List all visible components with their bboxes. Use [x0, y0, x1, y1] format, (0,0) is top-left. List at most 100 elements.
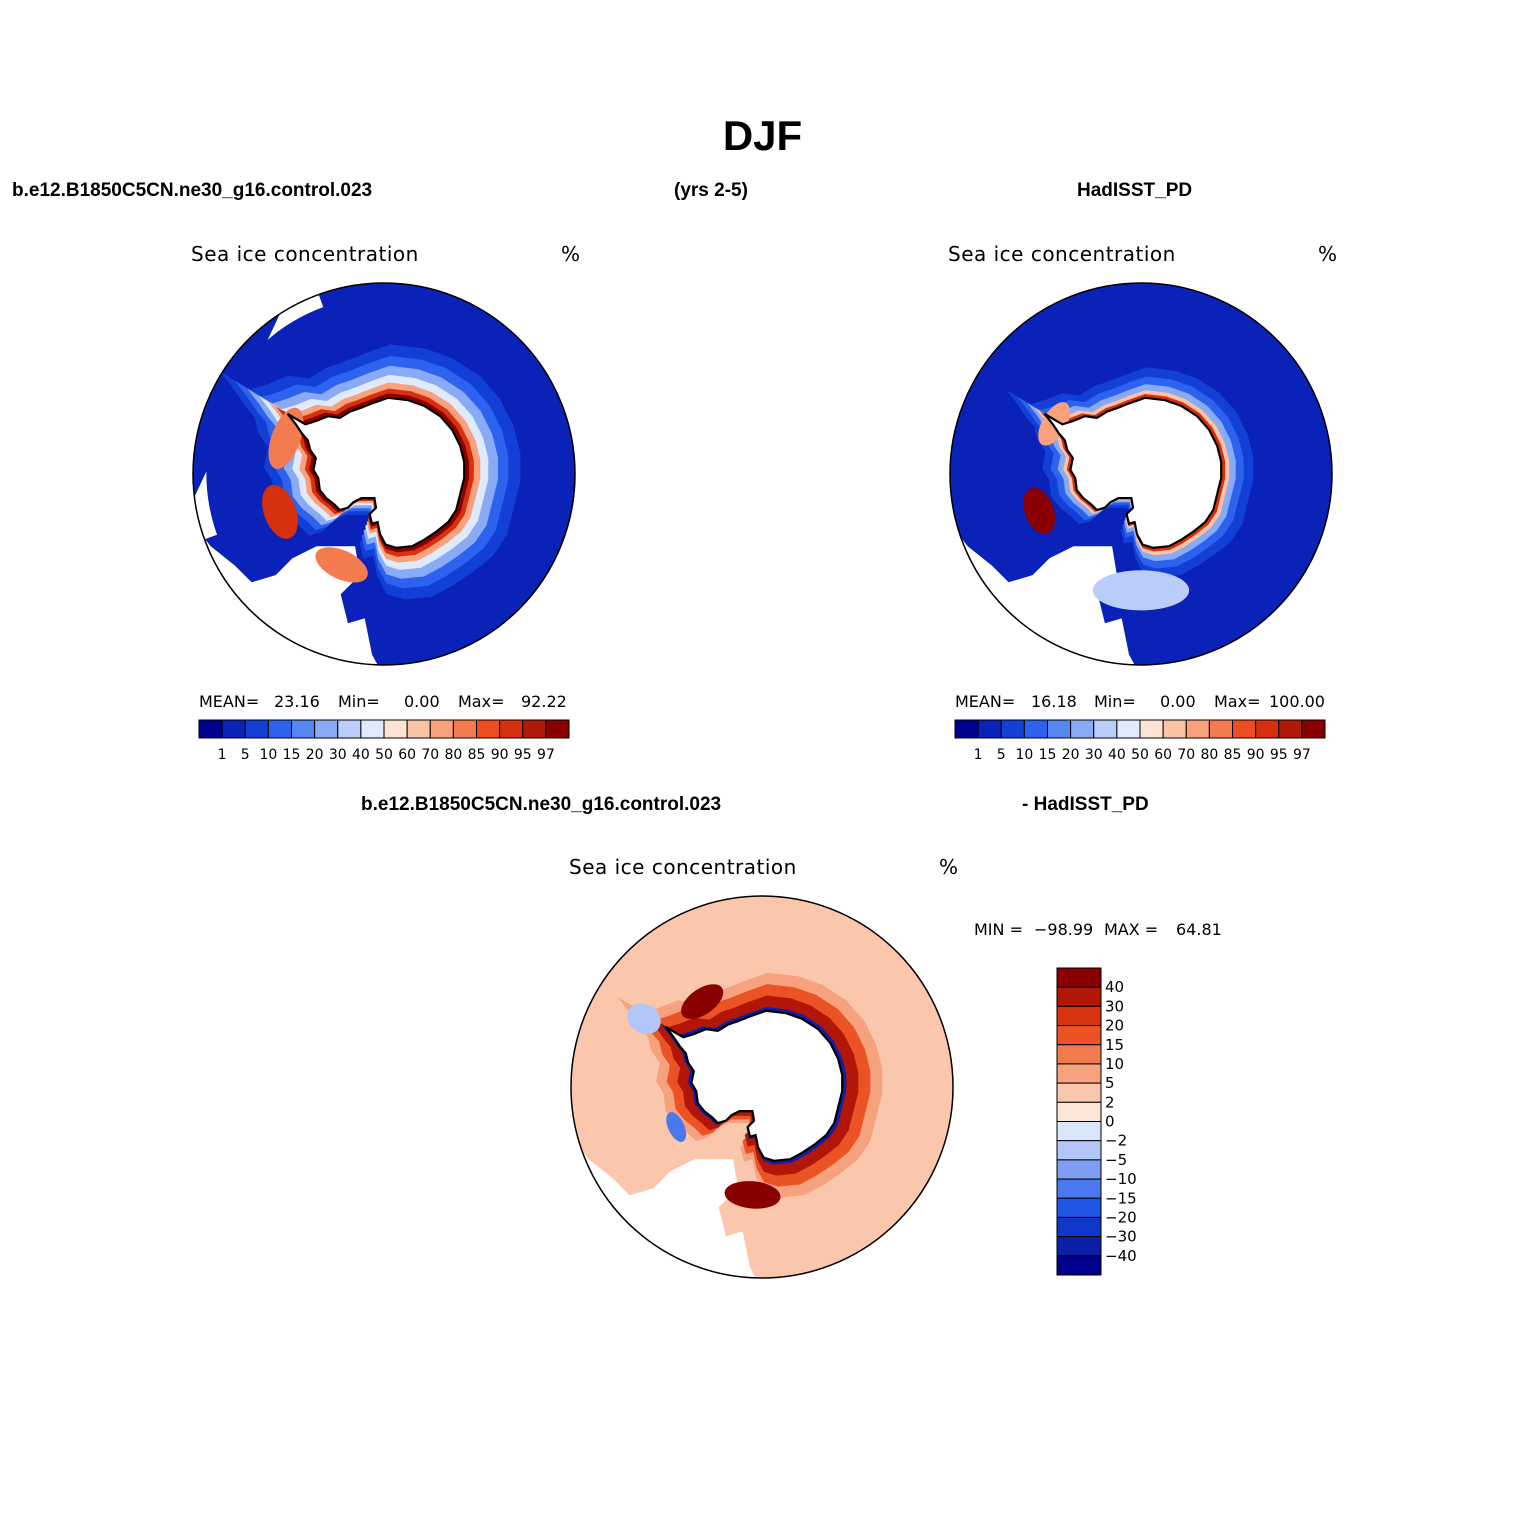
panel3-antarctica-coastline	[664, 1009, 844, 1162]
panel3-colorbar-label: −30	[1105, 1228, 1137, 1246]
diff-case-name: b.e12.B1850C5CN.ne30_g16.control.023	[361, 794, 722, 815]
panel3-max-label: MAX =	[1104, 920, 1159, 939]
panel3-colorbar-box	[1056, 1255, 1102, 1276]
panel1-colorbar-box	[221, 719, 246, 739]
panel3-colorbar-label: 15	[1105, 1036, 1124, 1054]
panel1-map-group	[192, 282, 576, 666]
panel1-colorbar-label: 40	[352, 747, 370, 763]
panel3-contour-patch	[724, 1181, 781, 1209]
panel1-colorbar-box	[499, 719, 524, 739]
panel2-colorbar-box	[1093, 719, 1118, 739]
panel1-mean-label: MEAN=	[199, 692, 260, 711]
panel1-colorbar-label: 70	[421, 747, 439, 763]
panel2-map-group	[949, 282, 1333, 666]
panel2-map-boundary	[949, 282, 1333, 666]
panel1-min: 0.00	[404, 692, 440, 711]
panel2-colorbar-label: 15	[1039, 747, 1057, 763]
panel2-colorbar-label: 50	[1131, 747, 1149, 763]
panel1-colorbar-box	[337, 719, 362, 739]
panel3-colorbar-box	[1056, 1197, 1102, 1218]
panel3-colorbar-label: −10	[1105, 1170, 1137, 1188]
panel3-colorbar-label: −2	[1105, 1132, 1127, 1150]
panel3-colorbar-box	[1056, 967, 1102, 988]
panel1-colorbar-label: 5	[241, 747, 250, 763]
case-name: b.e12.B1850C5CN.ne30_g16.control.023	[12, 180, 373, 201]
panel2-mean: 16.18	[1031, 692, 1077, 711]
panel1-colorbar-box	[291, 719, 316, 739]
panel1-colorbar-box	[198, 719, 223, 739]
panel1-colorbar-label: 85	[468, 747, 486, 763]
panel1-colorbar-label: 15	[283, 747, 301, 763]
panel3-colorbar-box	[1056, 1121, 1102, 1142]
panel1-colorbar-label: 97	[537, 747, 555, 763]
panel3-title: Sea ice concentration	[569, 855, 797, 879]
panel1-min-label: Min=	[338, 692, 380, 711]
panel1-colorbar-label: 10	[259, 747, 277, 763]
panel2-colorbar-box	[1255, 719, 1280, 739]
panel3-contour-patch	[681, 984, 724, 1019]
panel2-colorbar-label: 30	[1085, 747, 1103, 763]
season-title: DJF	[722, 112, 803, 159]
panel3-colorbar-box	[1056, 1236, 1102, 1257]
panel2-colorbar-label: 60	[1154, 747, 1172, 763]
panel3-colorbar-box	[1056, 1159, 1102, 1180]
panel2-colorbar-box	[1047, 719, 1072, 739]
panel3-min: −98.99	[1034, 920, 1094, 939]
panel3-colorbar-box	[1056, 1005, 1102, 1027]
panel2-colorbar-box	[1208, 719, 1233, 739]
panel1-units: %	[561, 242, 581, 266]
panel2-colorbar-box	[1185, 719, 1210, 739]
panel3-max: 64.81	[1176, 920, 1222, 939]
panel1-colorbar-box	[244, 719, 269, 739]
panel3-colorbar-box	[1056, 1063, 1102, 1084]
panel2-colorbar-label: 40	[1108, 747, 1126, 763]
panel1-mean: 23.16	[274, 692, 320, 711]
panel1-colorbar-label: 30	[329, 747, 347, 763]
panel2-colorbar-box	[1023, 719, 1048, 739]
panel3-field	[571, 896, 953, 1278]
panel2-colorbar-label: 90	[1247, 747, 1265, 763]
panel3-colorbar-label: −15	[1105, 1189, 1137, 1207]
panel2-mean-label: MEAN=	[955, 692, 1016, 711]
panel1-colorbar-box	[545, 719, 570, 739]
panel2-max: 100.00	[1269, 692, 1325, 711]
panel2-colorbar-box	[1116, 719, 1141, 739]
panel1-max-label: Max=	[458, 692, 505, 711]
panel3-colorbar-label: 40	[1105, 978, 1124, 996]
panel3-units: %	[939, 855, 959, 879]
panel2-colorbar-box	[1070, 719, 1095, 739]
panel3-colorbar-box	[1056, 1101, 1102, 1122]
panel1-colorbar-box	[406, 719, 431, 739]
panel3-colorbar-box	[1056, 986, 1102, 1007]
panel2-colorbar-label: 85	[1224, 747, 1242, 763]
panel2-colorbar-label: 10	[1015, 747, 1033, 763]
panel3-min-label: MIN =	[974, 920, 1023, 939]
panel2-colorbar-label: 97	[1293, 747, 1311, 763]
panel3-colorbar-label: −5	[1105, 1151, 1127, 1169]
obs-name: HadISST_PD	[1077, 180, 1193, 201]
panel3-colorbar-box	[1056, 1216, 1102, 1238]
panel1-max: 92.22	[521, 692, 567, 711]
panel1-colorbar-box	[429, 719, 454, 739]
panel3-colorbar-box	[1056, 1025, 1102, 1046]
panel2-colorbar-box	[954, 719, 979, 739]
panel2-max-label: Max=	[1214, 692, 1261, 711]
panel2-colorbar-label: 5	[997, 747, 1006, 763]
panel2-colorbar-box	[1278, 719, 1303, 739]
panel1-colorbar-box	[452, 719, 477, 739]
panel3-colorbar-box	[1056, 1082, 1102, 1103]
panel1-colorbar-label: 1	[218, 747, 227, 763]
panel1-colorbar-box	[267, 719, 292, 739]
panel3-colorbar-box	[1056, 1044, 1102, 1065]
panel2-contour-patch	[1092, 570, 1190, 611]
panel1-title: Sea ice concentration	[191, 242, 419, 266]
panel2-min-label: Min=	[1094, 692, 1136, 711]
panel3-map-boundary	[570, 895, 954, 1279]
panel1-colorbar-label: 80	[444, 747, 462, 763]
panel3-colorbar-label: −40	[1105, 1247, 1137, 1265]
panel2-colorbar-box	[977, 719, 1002, 739]
panel2-colorbar-box	[1232, 719, 1257, 739]
panel2-colorbar-box	[1301, 719, 1326, 739]
panel1-colorbar-box	[360, 719, 385, 739]
